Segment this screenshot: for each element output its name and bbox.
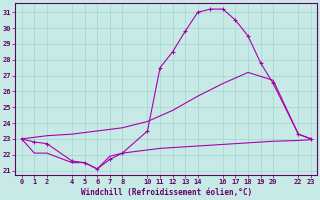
X-axis label: Windchill (Refroidissement éolien,°C): Windchill (Refroidissement éolien,°C) [81,188,252,197]
